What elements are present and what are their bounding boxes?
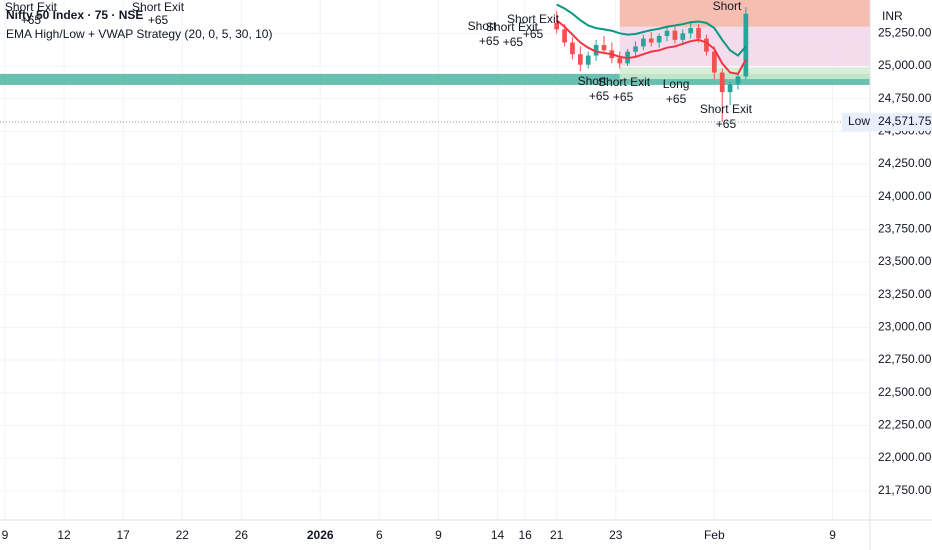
trade-annotation: Short Exit [507, 12, 560, 26]
trade-annotation: +65 [613, 90, 634, 104]
low-label: Low [848, 114, 870, 128]
x-tick-label: 14 [491, 528, 505, 542]
y-tick-label: 22,000.00 [878, 450, 932, 464]
low-price-label: 24,571.75 [878, 114, 932, 128]
trade-annotation: +65 [523, 27, 544, 41]
x-tick-label: 12 [57, 528, 71, 542]
indicator-line [556, 3, 747, 57]
x-tick-label: 2026 [307, 528, 334, 542]
candle-body [554, 22, 560, 30]
trade-annotation: +65 [716, 117, 737, 131]
trade-annotation: Short [578, 74, 607, 88]
low-tag-bg [842, 112, 878, 131]
x-tick-label: 23 [609, 528, 623, 542]
candle-body [664, 30, 670, 36]
candle-body [641, 38, 646, 47]
candle-body [688, 28, 694, 34]
y-tick-label: 23,750.00 [878, 222, 932, 236]
candle-body [601, 45, 607, 51]
candle-body [562, 29, 567, 43]
y-tick-label: 21,750.00 [878, 483, 932, 497]
trade-annotation: +65 [479, 34, 500, 48]
candle-body [633, 46, 638, 52]
y-tick-label: 22,250.00 [878, 418, 932, 432]
y-tick-label: 23,500.00 [878, 254, 932, 268]
x-tick-label: 9 [435, 528, 442, 542]
candle-body [593, 45, 599, 56]
y-tick-label: 24,000.00 [878, 189, 932, 203]
y-tick-label: 23,250.00 [878, 287, 932, 301]
plot-area [0, 0, 870, 123]
y-tick-label: 22,750.00 [878, 352, 932, 366]
candle-body [585, 55, 591, 65]
y-tick-label: 24,750.00 [878, 91, 932, 105]
trade-annotation: Short Exit [700, 102, 753, 116]
y-tick-label: 24,250.00 [878, 156, 932, 170]
trade-annotation: +65 [21, 13, 42, 27]
x-tick-label: 6 [376, 528, 383, 542]
candle-body [727, 84, 733, 93]
grid [0, 0, 870, 520]
y-tick-label: 25,000.00 [878, 58, 932, 72]
x-tick-label: Feb [704, 528, 725, 542]
candle-body [696, 28, 701, 39]
candle-body [735, 76, 741, 85]
currency: INR [882, 9, 903, 23]
chart-subtitle: EMA High/Low + VWAP Strategy (20, 0, 5, … [6, 27, 272, 41]
candle-body [672, 30, 678, 40]
y-tick-label: 22,500.00 [878, 385, 932, 399]
candle-body [704, 38, 709, 52]
candle-body [680, 33, 686, 40]
candle-body [711, 51, 717, 73]
x-tick-label: 26 [235, 528, 249, 542]
trade-annotation: Short [468, 19, 497, 33]
trade-annotation: Long [663, 77, 690, 91]
candle-body [617, 58, 623, 64]
trade-annotation: +65 [589, 89, 610, 103]
trade-annotation: +65 [503, 35, 524, 49]
x-tick-label: 17 [116, 528, 130, 542]
trade-annotation: Short Exit [132, 0, 185, 14]
trade-annotation: Short [713, 0, 742, 13]
low-price-bg [872, 112, 932, 131]
trade-annotation: +65 [148, 13, 169, 27]
candle-body [577, 54, 583, 65]
y-tick-label: 25,250.00 [878, 25, 932, 39]
x-tick-label: 9 [2, 528, 9, 542]
x-tick-label: 22 [176, 528, 190, 542]
zone [0, 73, 870, 85]
axes: 21,750.00 22,000.00 22,250.00 22,500.00 22,7… [2, 25, 932, 542]
trade-annotation: Short Exit [598, 75, 651, 89]
candle-body [743, 13, 749, 77]
x-tick-label: 9 [829, 528, 836, 542]
candle-body [570, 42, 575, 55]
x-tick-label: 21 [550, 528, 564, 542]
chart-title: Nifty 50 Index · 75 · NSE [6, 8, 143, 22]
candle-body [648, 38, 654, 43]
trade-annotation: +65 [666, 92, 687, 106]
trade-annotation: Short Exit [486, 20, 539, 34]
indicator-line [556, 19, 747, 75]
x-tick-label: 16 [518, 528, 532, 542]
trade-annotation: Short Exit [5, 0, 58, 14]
y-tick-label: 23,000.00 [878, 320, 932, 334]
candle-body [656, 35, 662, 43]
candle-body [719, 72, 725, 93]
